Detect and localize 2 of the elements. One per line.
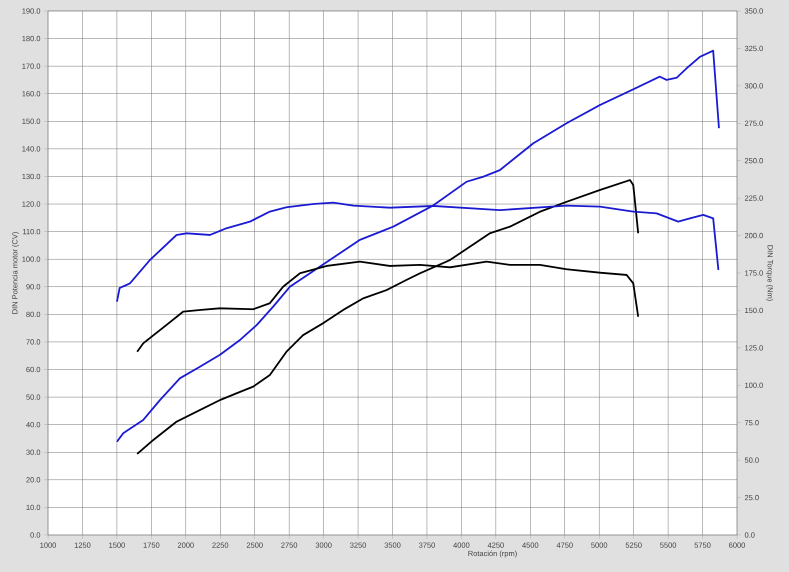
line-series [136, 179, 640, 455]
line-series [116, 50, 720, 443]
